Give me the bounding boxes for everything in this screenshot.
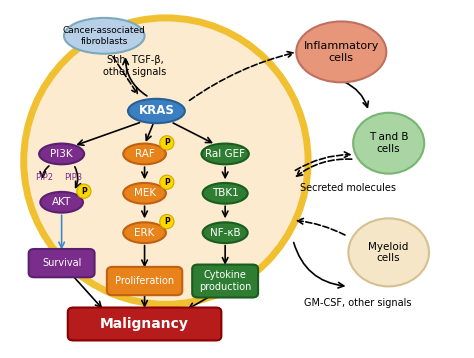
Text: Cytokine
production: Cytokine production: [199, 270, 251, 292]
Text: TBK1: TBK1: [212, 188, 238, 198]
Text: Ral GEF: Ral GEF: [205, 149, 245, 159]
Text: P: P: [164, 178, 170, 187]
FancyBboxPatch shape: [29, 249, 94, 277]
Ellipse shape: [123, 222, 166, 243]
Ellipse shape: [160, 136, 174, 150]
Text: KRAS: KRAS: [138, 105, 174, 117]
Text: P: P: [164, 217, 170, 226]
Ellipse shape: [24, 18, 308, 304]
Text: P: P: [164, 138, 170, 147]
Ellipse shape: [348, 218, 429, 286]
Text: NF-κB: NF-κB: [210, 228, 240, 238]
Text: PIP3: PIP3: [64, 173, 82, 182]
Text: PI3K: PI3K: [50, 149, 73, 159]
FancyBboxPatch shape: [68, 308, 221, 340]
Ellipse shape: [202, 183, 247, 204]
Text: Survival: Survival: [42, 258, 82, 268]
Text: T and B
cells: T and B cells: [369, 132, 409, 154]
Text: Malignancy: Malignancy: [100, 317, 189, 331]
FancyBboxPatch shape: [107, 267, 182, 295]
Text: Myeloid
cells: Myeloid cells: [368, 242, 409, 263]
Ellipse shape: [123, 144, 166, 164]
Ellipse shape: [39, 144, 84, 164]
Text: P: P: [81, 187, 87, 196]
Ellipse shape: [296, 21, 386, 82]
Text: Secreted molecules: Secreted molecules: [301, 183, 396, 193]
Ellipse shape: [201, 144, 249, 164]
Ellipse shape: [64, 18, 145, 54]
Text: GM-CSF, other signals: GM-CSF, other signals: [304, 297, 411, 308]
Ellipse shape: [160, 175, 174, 189]
Ellipse shape: [202, 222, 247, 243]
Ellipse shape: [353, 113, 424, 174]
Text: MEK: MEK: [134, 188, 155, 198]
Text: ERK: ERK: [135, 228, 155, 238]
Text: AKT: AKT: [52, 197, 71, 207]
Text: Inflammatory
cells: Inflammatory cells: [303, 41, 379, 63]
FancyBboxPatch shape: [192, 265, 258, 297]
Ellipse shape: [123, 183, 166, 204]
Text: PIP2: PIP2: [35, 173, 53, 182]
Text: RAF: RAF: [135, 149, 155, 159]
Text: Cancer-associated
fibroblasts: Cancer-associated fibroblasts: [63, 26, 146, 45]
Ellipse shape: [77, 184, 91, 198]
Ellipse shape: [160, 214, 174, 229]
Ellipse shape: [40, 192, 83, 213]
Ellipse shape: [128, 99, 185, 123]
Text: Proliferation: Proliferation: [115, 276, 174, 286]
Text: Shh, TGF-β,
other signals: Shh, TGF-β, other signals: [103, 55, 167, 77]
